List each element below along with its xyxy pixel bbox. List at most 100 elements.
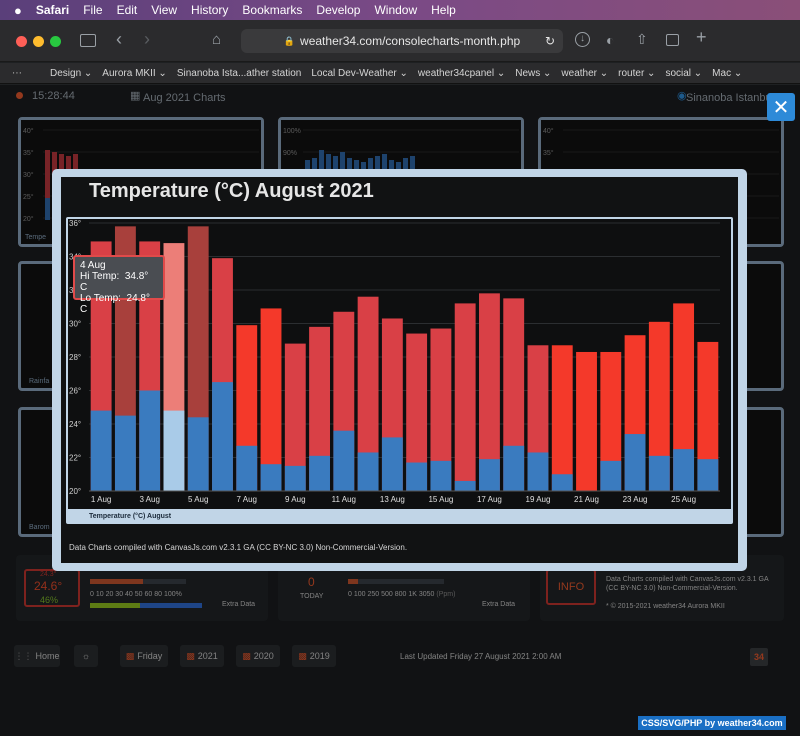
menu-develop[interactable]: Develop	[316, 3, 361, 17]
sidebar-icon[interactable]	[80, 34, 96, 47]
x-tick-label: 25 Aug	[671, 495, 696, 504]
lo-temp-bar[interactable]	[284, 465, 306, 491]
new-tab-icon[interactable]: +	[696, 27, 707, 47]
home-icon[interactable]: ⌂	[212, 31, 222, 48]
theme-toggle-button[interactable]: ☼	[74, 645, 98, 667]
modal-title: Temperature (°C) August 2021	[89, 180, 374, 202]
hi-temp-bar[interactable]	[503, 298, 525, 491]
rain-extra-data-link[interactable]: Extra Data	[482, 601, 516, 608]
hi-temp-bar[interactable]	[479, 293, 500, 491]
lo-temp-bar[interactable]	[260, 464, 282, 491]
lo-temp-bar[interactable]	[236, 445, 258, 491]
hi-temp-bar[interactable]	[648, 321, 670, 491]
lo-temp-bar[interactable]	[309, 455, 330, 491]
close-modal-button[interactable]: ✕	[767, 93, 795, 121]
fav-social[interactable]: social ⌄	[665, 67, 703, 79]
lo-temp-bar[interactable]	[212, 382, 233, 491]
address-bar[interactable]: 🔒 weather34.com/consolecharts-month.php …	[241, 29, 563, 53]
lo-temp-bar[interactable]	[406, 462, 428, 491]
zoom-window-button[interactable]	[50, 36, 61, 47]
sun-icon: ☼	[81, 651, 91, 661]
shield-icon[interactable]: ◐	[606, 32, 615, 48]
lo-temp-bar[interactable]	[90, 410, 112, 491]
lo-temp-bar[interactable]	[600, 460, 622, 491]
lo-temp-bar[interactable]	[503, 445, 525, 491]
nav-2021-button[interactable]: ▩ 2021	[180, 645, 224, 667]
menu-bookmarks[interactable]: Bookmarks	[242, 3, 303, 17]
minimize-window-button[interactable]	[33, 36, 44, 47]
mini-y-tick: 20°	[23, 215, 34, 223]
close-window-button[interactable]	[16, 36, 27, 47]
app-menu[interactable]: Safari	[35, 3, 70, 17]
hi-temp-bar[interactable]	[284, 343, 306, 491]
hi-temp-bar[interactable]	[600, 351, 622, 491]
fav-mac[interactable]: Mac ⌄	[712, 67, 743, 79]
fav-router[interactable]: router ⌄	[618, 67, 656, 79]
apple-menu-icon[interactable]: ●	[14, 2, 22, 18]
lo-temp-bar[interactable]	[551, 474, 573, 491]
reload-icon[interactable]: ↻	[544, 34, 555, 48]
lo-temp-bar[interactable]	[357, 452, 379, 491]
fav-news[interactable]: News ⌄	[515, 67, 552, 79]
lo-temp-bar[interactable]	[527, 452, 549, 491]
hi-temp-bar[interactable]	[673, 303, 695, 491]
lo-temp-bar[interactable]	[697, 459, 719, 491]
fav-sinanoba[interactable]: Sinanoba Ista...ather station	[176, 67, 302, 79]
mini-hi-bar	[45, 150, 50, 220]
hi-temp-bar[interactable]	[357, 296, 379, 491]
mini-y-tick: 35°	[543, 149, 554, 157]
lo-temp-bar[interactable]	[139, 390, 161, 492]
hi-temp-bar[interactable]	[454, 303, 476, 491]
lo-temp-bar[interactable]	[648, 455, 670, 491]
menu-file[interactable]: File	[83, 3, 103, 17]
mini-y-tick: 30°	[23, 171, 34, 179]
y-tick-label: 30°	[69, 320, 81, 329]
extra-data-link[interactable]: Extra Data	[222, 601, 256, 608]
lo-temp-bar[interactable]	[381, 437, 403, 491]
chart-modal: Temperature (°C) August 2021 20° 22° 24° 26…	[52, 169, 747, 571]
back-icon[interactable]: ‹	[116, 29, 122, 49]
fav-cpanel[interactable]: weather34cpanel ⌄	[417, 67, 506, 79]
lo-temp-bar[interactable]	[454, 480, 476, 491]
nav-home-button[interactable]: ⋮⋮ Home	[14, 645, 60, 667]
hi-temp-bar[interactable]	[430, 328, 452, 491]
menu-window[interactable]: Window	[374, 3, 418, 17]
menu-edit[interactable]: Edit	[116, 3, 138, 17]
fav-design[interactable]: Design ⌄	[50, 67, 93, 79]
x-tick-label: 1 Aug	[91, 495, 111, 504]
lo-temp-bar[interactable]	[673, 449, 695, 491]
menu-view[interactable]: View	[151, 3, 178, 17]
lo-temp-bar[interactable]	[479, 459, 500, 491]
hi-temp-bar[interactable]	[260, 308, 282, 491]
lo-temp-bar[interactable]	[430, 460, 452, 491]
lo-temp-bar[interactable]	[333, 430, 355, 491]
credit-badge[interactable]: CSS/SVG/PHP by weather34.com	[638, 716, 786, 730]
lo-temp-bar[interactable]	[624, 434, 646, 491]
hi-temp-bar[interactable]	[551, 345, 573, 491]
copyright-text: * © 2015-2021 weather34 Aurora MKII	[606, 603, 725, 610]
hi-temp-bar[interactable]	[406, 333, 428, 491]
nav-friday-button[interactable]: ▩ Friday	[120, 645, 168, 667]
nav-2019-button[interactable]: ▩ 2019	[292, 645, 336, 667]
hi-temp-bar[interactable]	[697, 341, 719, 491]
hi-temp-bar[interactable]	[309, 326, 330, 491]
lo-temp-bar[interactable]	[163, 410, 185, 491]
lo-temp-bar[interactable]	[114, 415, 136, 491]
lo-temp-bar[interactable]	[187, 417, 209, 491]
mini-y-tick: 40°	[23, 127, 34, 135]
nav-2020-button[interactable]: ▩ 2020	[236, 645, 280, 667]
fav-local-dev[interactable]: Local Dev-Weather ⌄	[311, 67, 408, 79]
tabs-overview-icon[interactable]	[666, 34, 679, 46]
hi-temp-bar[interactable]	[576, 351, 597, 491]
forward-icon[interactable]: ›	[144, 29, 150, 49]
menu-history[interactable]: History	[191, 3, 229, 17]
share-icon[interactable]: ⇧	[636, 31, 648, 47]
favorites-bar: ⋯ Design ⌄ Aurora MKII ⌄ Sinanoba Ista..…	[0, 63, 800, 84]
fav-aurora[interactable]: Aurora MKII ⌄	[102, 67, 167, 79]
fav-weather[interactable]: weather ⌄	[561, 67, 609, 79]
menu-help[interactable]: Help	[431, 3, 456, 17]
grid-icon[interactable]: ⋯	[12, 67, 22, 79]
downloads-icon[interactable]: ↓	[575, 32, 590, 47]
status-dot-icon	[16, 92, 23, 99]
